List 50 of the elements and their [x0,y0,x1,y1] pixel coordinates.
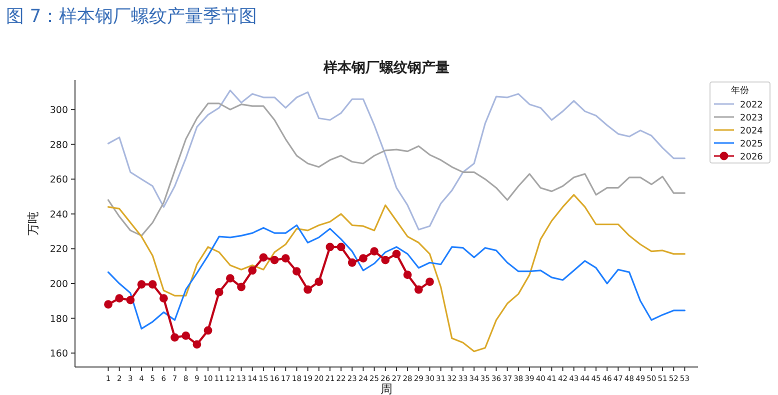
line-series [107,194,686,352]
legend-title: 年份 [731,85,749,96]
legend-label: 2025 [740,140,763,150]
y-tick-label: 240 [50,209,68,220]
point [226,274,234,282]
point [214,288,224,296]
point [259,253,268,262]
y-tick-label: 180 [50,314,68,325]
y-tick-label: 300 [50,105,68,116]
y-axis-title: 万吨 [26,212,40,236]
x-axis-title: 周 [380,382,392,395]
point [170,333,179,342]
point [126,296,135,304]
point [336,242,346,252]
point [248,266,257,275]
line-series [107,224,686,330]
legend-label: 2023 [740,114,763,124]
point [237,282,246,292]
y-tick-label: 200 [50,279,68,290]
point [381,256,390,264]
point [314,278,324,286]
point [115,294,124,302]
y-tick-label: 260 [50,174,68,186]
point [348,258,356,267]
point [148,280,157,289]
point [403,270,412,280]
point [192,340,202,349]
legend-label: 2026 [740,152,764,162]
point [304,285,312,294]
chart-subtitle: 样本钢厂螺纹钢产量 [322,59,450,76]
point [281,254,290,262]
point [182,331,190,340]
y-tick-label: 160 [50,348,68,360]
point [392,250,401,258]
point [326,242,334,252]
point [359,254,368,262]
point [426,278,434,286]
point [414,285,423,294]
point [270,256,279,264]
chart-title: 图 7：样本钢厂螺纹产量季节图 [6,6,258,27]
point [204,326,212,335]
point [137,280,146,289]
legend-label: 2024 [740,126,764,136]
point [370,247,379,256]
point [104,300,112,309]
y-tick-label: 220 [50,244,68,256]
point [292,267,301,276]
y-tick-label: 280 [50,140,68,151]
point [159,294,168,302]
legend-label: 2022 [740,100,763,110]
